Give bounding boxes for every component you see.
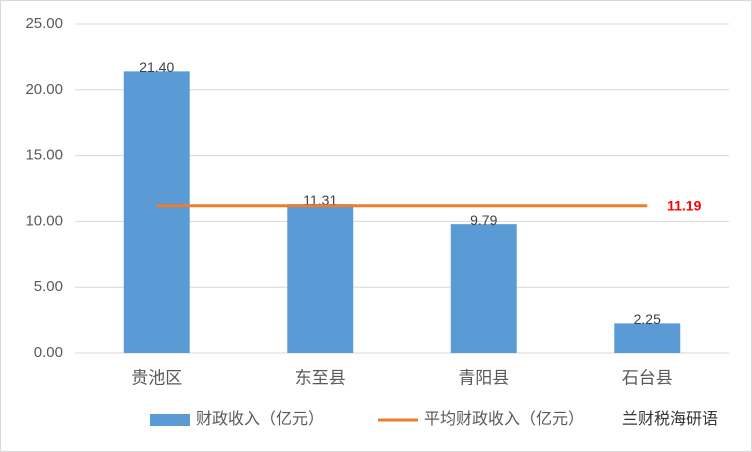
y-tick-label: 5.00	[34, 278, 63, 295]
x-tick-label: 贵池区	[131, 368, 182, 387]
x-tick-label: 石台县	[622, 368, 673, 387]
y-tick-label: 0.00	[34, 344, 63, 361]
legend-label: 平均财政收入（亿元）	[424, 410, 584, 428]
value-label: 21.40	[139, 59, 174, 75]
bar	[450, 224, 517, 353]
y-tick-label: 20.00	[25, 81, 63, 98]
y-tick-label: 25.00	[25, 15, 63, 32]
bar	[123, 71, 190, 353]
bar	[287, 204, 354, 353]
x-tick-label: 东至县	[295, 368, 346, 387]
average-label: 11.19	[667, 197, 701, 213]
value-label: 11.31	[303, 192, 337, 208]
x-tick-label: 青阳县	[458, 368, 509, 387]
value-label: 9.79	[470, 212, 497, 228]
y-tick-label: 15.00	[25, 147, 63, 164]
legend-swatch	[150, 414, 190, 426]
bar	[614, 323, 681, 353]
value-label: 2.25	[634, 311, 661, 327]
legend-label: 财政收入（亿元）	[196, 410, 324, 428]
y-tick-label: 10.00	[25, 212, 63, 229]
watermark: 兰财税海研语	[622, 410, 718, 428]
